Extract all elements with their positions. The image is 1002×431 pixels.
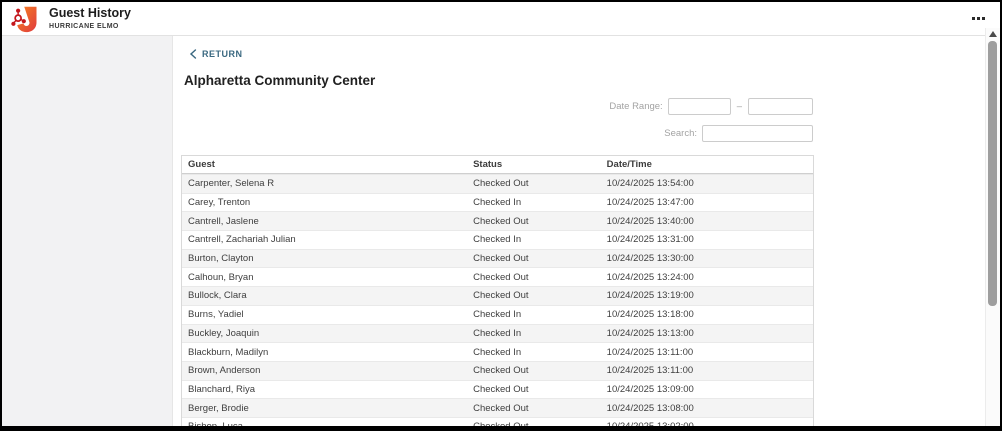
date-range-separator: – [736,101,742,112]
column-header-status: Status [473,159,503,170]
table-row: Bishop, Luca Checked Out 10/24/2025 13:0… [182,416,813,426]
guest-cell: Cantrell, Jaslene [188,215,259,227]
date-range-label: Date Range: [609,101,663,112]
search-input[interactable] [702,125,813,142]
datetime-cell: 10/24/2025 13:47:00 [606,197,694,209]
datetime-cell: 10/24/2025 13:11:00 [606,365,694,377]
table-row: Berger, Brodie Checked Out 10/24/2025 13… [182,398,813,417]
datetime-cell: 10/24/2025 13:08:00 [606,402,694,414]
app-header: Guest History HURRICANE ELMO [2,2,1000,36]
guest-cell: Burns, Yadiel [188,309,244,321]
app-logo-icon [11,6,37,32]
table-row: Carey, Trenton Checked In 10/24/2025 13:… [182,192,813,212]
status-cell: Checked Out [473,178,529,190]
more-menu-button[interactable] [970,13,987,24]
datetime-cell: 10/24/2025 13:30:00 [606,253,694,265]
status-cell: Checked In [473,346,522,358]
status-cell: Checked In [473,327,522,339]
date-from-input[interactable] [667,98,731,115]
column-header-datetime: Date/Time [606,159,652,170]
table-body: Carpenter, Selena R Checked Out 10/24/20… [182,174,813,426]
return-link[interactable]: RETURN [189,49,243,59]
vertical-scrollbar[interactable] [985,28,1000,426]
status-cell: Checked Out [473,290,529,302]
datetime-cell: 10/24/2025 13:31:00 [606,234,694,246]
app-subtitle: HURRICANE ELMO [49,22,119,30]
status-cell: Checked In [473,197,522,209]
app-title: Guest History [49,5,131,20]
status-cell: Checked Out [473,253,529,265]
guest-cell: Bullock, Clara [188,290,247,302]
status-cell: Checked Out [473,215,529,227]
table-row: Brown, Anderson Checked Out 10/24/2025 1… [182,360,813,380]
guest-cell: Calhoun, Bryan [188,271,254,283]
table-row: Carpenter, Selena R Checked Out 10/24/20… [182,174,813,193]
table-header-row: Guest Status Date/Time [182,156,813,174]
filters-panel: Date Range: – Search: [609,98,813,152]
datetime-cell: 10/24/2025 13:24:00 [606,271,694,283]
page-title: Alpharetta Community Center [184,73,376,88]
datetime-cell: 10/24/2025 13:11:00 [606,346,694,358]
status-cell: Checked Out [473,365,529,377]
guest-cell: Berger, Brodie [188,402,249,414]
column-header-guest: Guest [188,159,215,170]
guest-cell: Carpenter, Selena R [188,178,275,190]
guest-cell: Burton, Clayton [188,253,254,265]
datetime-cell: 10/24/2025 13:54:00 [606,178,694,190]
table-row: Cantrell, Jaslene Checked Out 10/24/2025… [182,211,813,231]
main-area: RETURN Alpharetta Community Center Date … [2,36,1000,426]
datetime-cell: 10/24/2025 13:09:00 [606,383,694,395]
datetime-cell: 10/24/2025 13:40:00 [606,215,694,227]
table-row: Blanchard, Riya Checked Out 10/24/2025 1… [182,379,813,399]
date-to-input[interactable] [748,98,813,115]
status-cell: Checked Out [467,421,601,426]
table-row: Bullock, Clara Checked Out 10/24/2025 13… [182,286,813,305]
guest-cell: Blackburn, Madilyn [188,346,269,358]
guest-history-table: Guest Status Date/Time Carpenter, Selena… [181,155,814,426]
status-cell: Checked Out [473,271,529,283]
date-range-row: Date Range: – [609,98,813,115]
status-cell: Checked In [473,309,522,321]
scrollbar-thumb[interactable] [988,41,997,306]
return-label: RETURN [202,49,243,59]
table-row: Buckley, Joaquin Checked In 10/24/2025 1… [182,323,813,343]
guest-cell: Carey, Trenton [188,197,251,209]
status-cell: Checked Out [473,383,529,395]
guest-cell: Buckley, Joaquin [188,327,260,339]
datetime-cell: 10/24/2025 13:13:00 [606,327,694,339]
guest-cell: Bishop, Luca [182,421,467,426]
ellipsis-icon [972,17,985,20]
guest-cell: Blanchard, Riya [188,383,256,395]
status-cell: Checked In [473,234,522,246]
search-label: Search: [664,128,697,139]
guest-cell: Brown, Anderson [188,365,261,377]
table-row: Calhoun, Bryan Checked Out 10/24/2025 13… [182,267,813,286]
table-row: Burton, Clayton Checked Out 10/24/2025 1… [182,248,813,268]
datetime-cell: 10/24/2025 13:18:00 [606,309,694,321]
content-card: RETURN Alpharetta Community Center Date … [172,36,985,426]
app-title-block: Guest History HURRICANE ELMO [49,5,131,30]
triangle-up-icon[interactable] [989,31,997,37]
chevron-left-icon [189,49,197,59]
status-cell: Checked Out [473,402,529,414]
table-row: Blackburn, Madilyn Checked In 10/24/2025… [182,342,813,361]
datetime-cell: 10/24/2025 13:19:00 [606,290,694,302]
table-row: Cantrell, Zachariah Julian Checked In 10… [182,230,813,249]
table-row: Burns, Yadiel Checked In 10/24/2025 13:1… [182,304,813,324]
search-row: Search: [609,125,813,142]
datetime-cell: 10/24/2025 13:02:00 [601,421,813,426]
guest-cell: Cantrell, Zachariah Julian [188,234,296,246]
